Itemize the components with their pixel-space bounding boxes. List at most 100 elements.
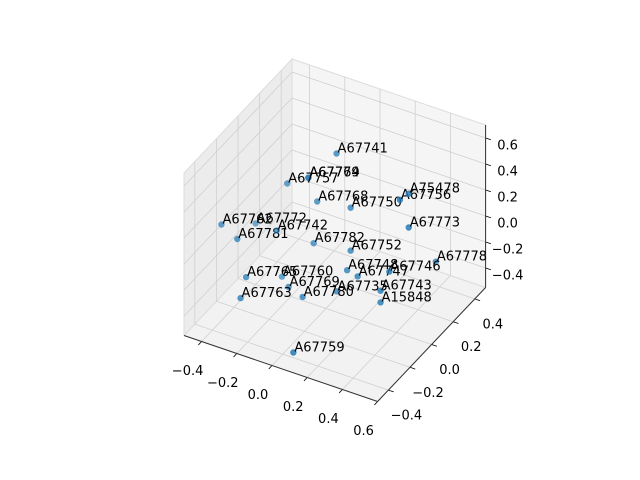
point-label: A67773 — [410, 216, 460, 231]
point — [377, 287, 384, 294]
point — [396, 196, 404, 203]
point — [242, 273, 250, 281]
point — [347, 247, 354, 254]
grid-line — [259, 255, 454, 323]
point — [333, 288, 340, 295]
tick-label: 0.0 — [497, 217, 518, 232]
point — [343, 267, 351, 274]
point-label: A15848 — [382, 290, 432, 305]
tick-mark — [409, 366, 416, 370]
tick-label: −0.2 — [492, 243, 524, 258]
point-label: A67762 — [222, 213, 272, 228]
point — [252, 220, 259, 227]
point-label: A67772 — [257, 211, 307, 226]
point-label: A67779 — [309, 166, 359, 181]
point — [284, 180, 291, 187]
point-label: A67750 — [352, 196, 402, 211]
point — [310, 240, 317, 247]
point-label: A67759 — [294, 341, 344, 356]
tick-mark — [485, 189, 492, 193]
point-label: A67752 — [352, 239, 402, 254]
tick-label: 0.4 — [497, 165, 518, 180]
point-label: A67782 — [315, 231, 365, 246]
tick-label: −0.2 — [207, 376, 239, 391]
point — [314, 198, 321, 205]
tick-mark — [485, 137, 492, 141]
point-label: A67760 — [283, 265, 333, 280]
point — [273, 227, 280, 234]
point — [285, 283, 292, 291]
point-label: A67748 — [348, 258, 398, 273]
tick-label: 0.0 — [248, 388, 269, 403]
point — [405, 224, 412, 231]
tick-mark — [485, 215, 492, 219]
point — [405, 190, 412, 197]
tick-label: 0.2 — [283, 400, 304, 415]
tick-mark — [485, 163, 492, 167]
tick-label: 0.0 — [439, 363, 460, 378]
tick-label: 0.4 — [318, 412, 339, 427]
point — [237, 294, 244, 302]
point-label: A67764 — [309, 166, 359, 181]
x-axis — [183, 335, 378, 402]
tick-mark — [374, 401, 378, 406]
tick-mark — [338, 389, 343, 394]
y-axis — [377, 287, 486, 402]
tick-label: 0.4 — [482, 317, 503, 332]
point-label: A67757 — [288, 172, 338, 187]
grid-line — [183, 123, 293, 239]
grid-line — [183, 71, 293, 187]
grid-line — [291, 123, 486, 191]
point-label: A67769 — [290, 275, 340, 290]
point-label: A67741 — [338, 142, 388, 157]
grid-line — [291, 71, 486, 139]
point-label: A75478 — [410, 182, 460, 197]
point-label: A67778 — [437, 250, 487, 265]
point — [305, 174, 312, 181]
point — [290, 349, 297, 356]
grid-line — [194, 323, 389, 391]
grid-line — [291, 201, 486, 269]
tick-mark — [268, 365, 273, 370]
grid-line — [291, 149, 486, 217]
grid-line — [291, 97, 486, 165]
tick-label: 0.6 — [497, 139, 518, 154]
point — [278, 273, 286, 280]
point — [333, 150, 340, 157]
point-label: A67747 — [359, 264, 409, 279]
tick-mark — [485, 267, 492, 271]
point — [432, 258, 440, 265]
point-label: A67742 — [278, 219, 328, 234]
tick-label: −0.4 — [172, 364, 204, 379]
tick-mark — [233, 353, 238, 358]
point-label: A67743 — [382, 279, 432, 294]
grid-line — [183, 175, 293, 291]
tick-mark — [485, 241, 492, 245]
point — [347, 204, 354, 211]
point — [218, 221, 225, 228]
point-label: A67763 — [242, 286, 292, 301]
grid-line — [216, 300, 411, 368]
point — [377, 299, 384, 306]
point-label: A67780 — [304, 285, 354, 300]
tick-label: 0.6 — [353, 424, 374, 439]
tick-label: 0.2 — [461, 340, 482, 355]
point-label: A67756 — [401, 188, 451, 203]
tick-mark — [431, 344, 438, 347]
grid-line — [183, 201, 293, 317]
tick-mark — [474, 298, 481, 302]
tick-mark — [198, 341, 202, 346]
tick-mark — [453, 321, 459, 324]
tick-label: 0.2 — [497, 191, 518, 206]
point-label: A67768 — [318, 190, 368, 205]
point — [386, 268, 393, 275]
tick-label: −0.4 — [492, 269, 524, 284]
grid-line — [291, 175, 486, 243]
grid-line — [183, 97, 293, 213]
point — [299, 293, 306, 301]
point-label: A67735 — [338, 279, 388, 294]
grid-line — [183, 149, 293, 265]
grid-line — [237, 278, 432, 345]
tick-mark — [388, 389, 394, 393]
